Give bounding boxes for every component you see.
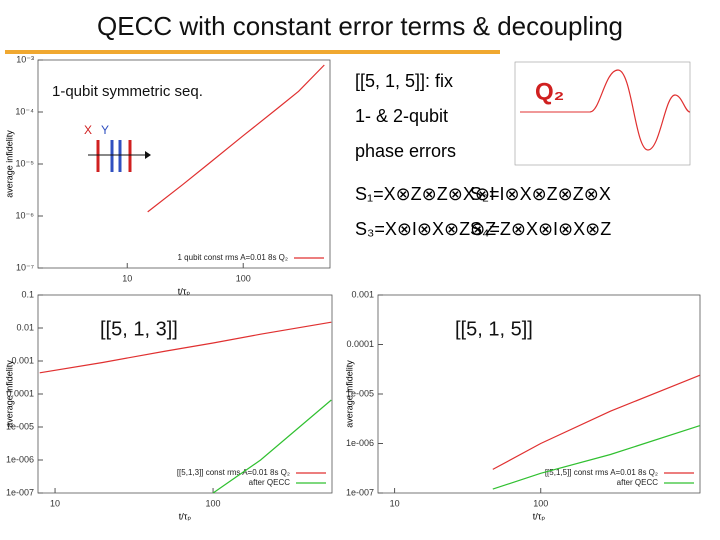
inset-curve (589, 69, 691, 151)
inset-frame (514, 61, 691, 166)
y-tick-label: 1e-007 (6, 487, 34, 497)
y-tick-label: 1e-005 (6, 421, 34, 431)
y-tick-label: 10⁻⁷ (16, 262, 34, 272)
annotation: [[5, 1, 3]] (100, 318, 178, 340)
series-line (492, 374, 701, 470)
annotation: Y (101, 123, 109, 137)
x-tick-label: 10 (50, 498, 60, 508)
legend-label: after QECC (617, 478, 659, 487)
stabilizer: S₃=X⊗I⊗X⊗Z⊗Z (355, 219, 496, 239)
title-underline (5, 50, 500, 54)
legend-label: after QECC (249, 478, 291, 487)
x-axis-label: t/τₚ (533, 511, 546, 521)
annotation: [[5, 1, 5]] (455, 318, 533, 340)
legend-label: 1 qubit const rms A=0.01 8s Q₂ (178, 253, 289, 262)
y-axis-label: average infidelity (4, 130, 14, 198)
y-tick-label: 0.0001 (6, 388, 34, 398)
y-tick-label: 10⁻⁴ (15, 106, 34, 116)
legend-label: [[5,1,3]] const rms A=0.01 8s Q₂ (177, 468, 290, 477)
info-line: phase errors (355, 141, 456, 161)
series-line (492, 425, 701, 490)
y-tick-label: 0.0001 (346, 339, 374, 349)
x-tick-label: 10 (390, 498, 400, 508)
x-axis-label: t/τₚ (178, 286, 191, 296)
legend-label: [[5,1,5]] const rms A=0.01 8s Q₂ (545, 468, 658, 477)
y-axis-label: average infidelity (344, 360, 354, 428)
y-tick-label: 10⁻³ (16, 54, 34, 64)
y-tick-label: 0.001 (11, 355, 34, 365)
x-axis-label: t/τₚ (179, 511, 192, 521)
stabilizer: S₄=Z⊗X⊗I⊗X⊗Z (470, 219, 611, 239)
y-tick-label: 0.01 (16, 322, 34, 332)
y-axis-label: average infidelity (4, 360, 14, 428)
y-tick-label: 0.1 (21, 289, 34, 299)
x-tick-label: 100 (533, 498, 548, 508)
x-tick-label: 100 (236, 273, 251, 283)
annotation: 1-qubit symmetric seq. (52, 83, 203, 100)
qubit-label: Q₂ (535, 78, 564, 105)
x-tick-label: 100 (206, 498, 221, 508)
inset-plot (514, 61, 691, 166)
y-tick-label: 10⁻⁶ (16, 210, 35, 220)
annotation: X (84, 123, 92, 137)
series-line (39, 321, 332, 374)
x-tick-label: 10 (122, 273, 132, 283)
info-line: 1- & 2-qubit (355, 106, 448, 126)
pulse-arrow (145, 151, 151, 159)
series-line (147, 64, 325, 213)
y-tick-label: 1e-006 (6, 454, 34, 464)
stabilizer: S₂=I⊗X⊗Z⊗Z⊗X (470, 184, 611, 204)
slide-title: QECC with constant error terms & decoupl… (97, 11, 623, 41)
y-tick-label: 1e-007 (346, 487, 374, 497)
y-tick-label: 1e-005 (346, 388, 374, 398)
series-line (212, 399, 332, 494)
y-tick-label: 0.001 (351, 289, 374, 299)
y-tick-label: 10⁻⁵ (16, 158, 35, 168)
info-line: [[5, 1, 5]]: fix (355, 71, 453, 91)
stabilizer: S₁=X⊗Z⊗Z⊗X⊗I (355, 184, 495, 204)
y-tick-label: 1e-006 (346, 438, 374, 448)
